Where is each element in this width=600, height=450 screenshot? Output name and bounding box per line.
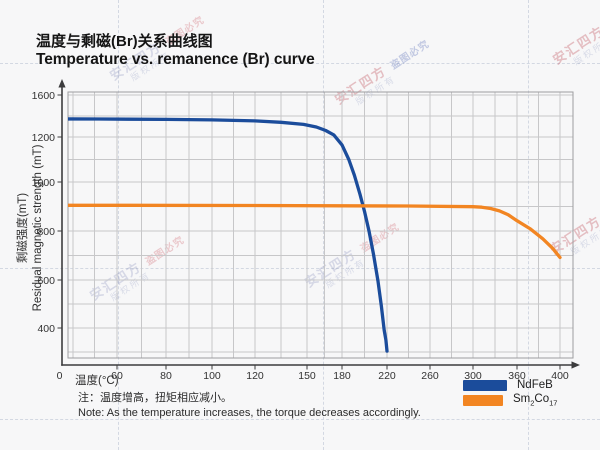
series-line-ndfeb [68, 117, 389, 353]
legend-item: Sm2Co17 [463, 393, 558, 408]
axes [58, 79, 580, 369]
watermark: 安汇四方盗图必究 版权所有 [332, 38, 432, 108]
x-tick-label: 100 [203, 370, 221, 382]
series [68, 117, 562, 353]
y-axis-arrow [58, 79, 66, 88]
footnote: 注：温度增高，扭矩相应减小。 Note: As the temperature … [78, 391, 421, 420]
legend-swatch [463, 379, 507, 391]
chart-title-zh: 温度与剩磁(Br)关系曲线图 [36, 33, 213, 50]
legend-swatch [463, 395, 503, 406]
x-tick-label: 150 [298, 370, 316, 382]
y-tick-label: 1600 [32, 90, 56, 102]
x-tick-label: 180 [333, 370, 351, 382]
x-axis-arrow [571, 361, 580, 369]
tick-labels: 0 60 80 100 120 150 180 220 260 300 360 40040060080… [32, 90, 569, 382]
watermark: 安汇四方盗图必究 版权所有 [302, 221, 402, 291]
y-tick-label: 600 [37, 275, 55, 287]
y-tick-label: 1000 [32, 177, 56, 189]
watermark: 安汇四方盗图必究 版权所有 [87, 234, 187, 304]
x-axis-label: 温度(°C) [75, 375, 119, 387]
watermark: 安汇四方盗图必究 版权所有 [550, 23, 600, 68]
chart-title-en: Temperature vs. remanence (Br) curve [36, 51, 315, 68]
legend: NdFeB Sm2Co17 [463, 379, 557, 410]
watermark: 安汇四方盗图必究 版权所有 [547, 213, 600, 258]
x-tick-label: 120 [246, 370, 264, 382]
background-dash-line [323, 0, 324, 450]
y-tick-label: 1200 [32, 132, 56, 144]
y-axis-label: 剩磁强度(mT) Residual magnetic strength (mT) [16, 93, 52, 363]
y-axis-label-en: Residual magnetic strength (mT) [32, 144, 44, 312]
legend-item: NdFeB [463, 379, 557, 391]
series-line-sm2co17 [68, 203, 562, 260]
background-dash-line [0, 268, 600, 269]
legend-label: Sm2Co17 [513, 393, 558, 408]
x-tick-label: 220 [378, 370, 396, 382]
footnote-en: Note: As the temperature increases, the … [78, 406, 421, 419]
plot-border [67, 91, 574, 359]
gridlines [68, 92, 573, 358]
y-tick-label: 800 [37, 226, 55, 238]
x-tick-label: 260 [421, 370, 439, 382]
y-tick-label: 400 [37, 323, 55, 335]
tick-marks [57, 94, 561, 370]
x-tick-label: 80 [160, 370, 172, 382]
y-axis-label-zh: 剩磁强度(mT) [17, 192, 29, 264]
legend-label: NdFeB [517, 379, 553, 391]
footnote-zh: 注：温度增高，扭矩相应减小。 [78, 392, 232, 404]
x-tick-label: 0 [57, 370, 63, 382]
